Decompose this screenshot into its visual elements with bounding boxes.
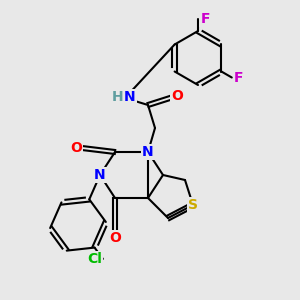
Text: N: N [142,145,154,159]
Text: S: S [188,198,198,212]
Text: O: O [70,141,82,155]
Text: N: N [124,90,136,104]
Text: H: H [112,90,124,104]
Text: Cl: Cl [87,252,102,266]
Text: N: N [94,168,106,182]
Text: O: O [171,89,183,103]
Text: F: F [234,70,244,85]
Text: O: O [109,231,121,245]
Text: F: F [200,12,210,26]
